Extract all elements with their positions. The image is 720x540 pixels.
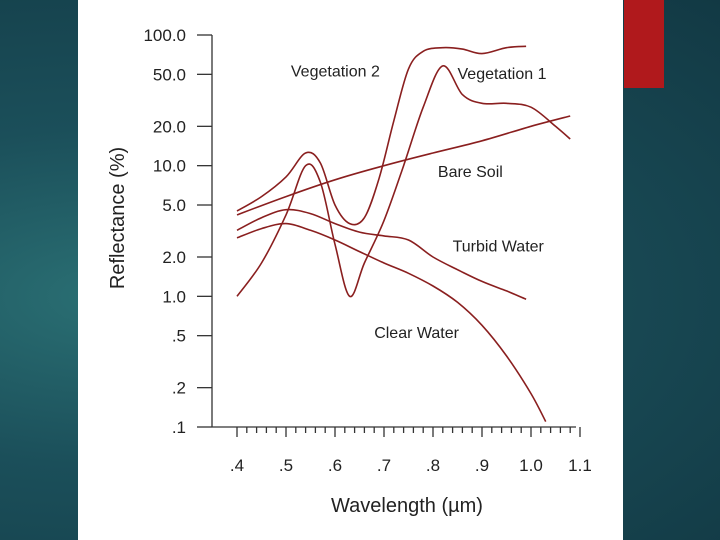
axes: 100.0 50.0 20.0 10.0 5.0 2.0 1.0 .5 .2 .1 .4 .5 .6 .7… (143, 26, 591, 475)
x-tick-label: .6 (328, 456, 342, 475)
series-vegetation-2 (236, 45, 527, 226)
y-tick-label: 1.0 (162, 287, 186, 306)
y-tick-label: 100.0 (143, 26, 186, 45)
y-axis-title: Reflectance (%) (107, 147, 129, 289)
label-vegetation-2: Vegetation 2 (291, 64, 380, 81)
x-tick-label: .9 (475, 456, 489, 475)
y-tick-label: .1 (172, 418, 186, 437)
series-clear-water (236, 222, 547, 422)
x-tick-label: 1.0 (519, 456, 543, 475)
chart-panel (78, 0, 623, 540)
slide-accent-bar (624, 0, 664, 88)
x-tick-label: .8 (426, 456, 440, 475)
label-bare-soil: Bare Soil (438, 164, 503, 181)
y-tick-label: 50.0 (153, 65, 186, 84)
series-turbid-water (236, 208, 527, 300)
series-lines (236, 45, 571, 422)
label-clear-water: Clear Water (374, 325, 459, 342)
x-tick-label: .4 (230, 456, 244, 475)
curve-labels: Vegetation 2 Vegetation 1 Bare Soil Turbid … (291, 64, 547, 342)
y-tick-label: 20.0 (153, 117, 186, 136)
y-tick-label: .5 (172, 327, 186, 346)
y-tick-label: 10.0 (153, 157, 186, 176)
y-tick-label: 5.0 (162, 196, 186, 215)
x-tick-label: 1.1 (568, 456, 592, 475)
series-vegetation-1 (236, 65, 571, 298)
label-turbid-water: Turbid Water (453, 239, 545, 256)
series-bare-soil (236, 115, 571, 216)
x-tick-label: .5 (279, 456, 293, 475)
x-tick-label: .7 (377, 456, 391, 475)
y-tick-label: .2 (172, 379, 186, 398)
x-axis-title: Wavelength (µm) (331, 495, 483, 517)
label-vegetation-1: Vegetation 1 (458, 66, 547, 83)
y-tick-label: 2.0 (162, 248, 186, 267)
